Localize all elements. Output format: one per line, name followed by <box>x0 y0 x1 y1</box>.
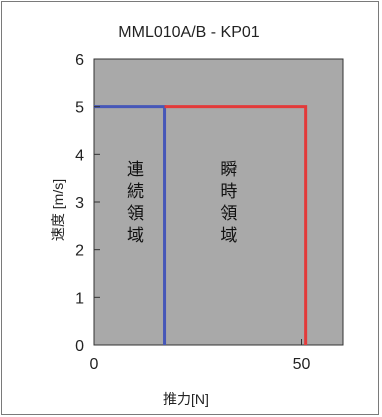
chart-title: MML010A/B - KP01 <box>118 24 260 41</box>
y-tick-label: 3 <box>75 195 84 212</box>
y-tick-label: 5 <box>75 100 84 117</box>
x-axis-label: 推力[N] <box>163 391 209 407</box>
series-layer <box>94 105 308 345</box>
y-axis-label: 速度 [m/s] <box>50 179 66 241</box>
axis-layer: 0 1 2 3 4 5 6 0 50 <box>75 52 310 373</box>
annotation-layer: 連続領域 瞬時領域 <box>127 160 237 246</box>
y-tick-label: 1 <box>75 290 84 307</box>
x-tick-label: 50 <box>293 356 311 373</box>
y-tick-label: 2 <box>75 243 84 260</box>
instantaneous-region-label: 瞬時領域 <box>220 160 237 246</box>
continuous-region-label: 連続領域 <box>127 160 144 246</box>
y-tick-label: 6 <box>75 52 84 69</box>
series-line-2 <box>164 105 308 345</box>
y-tick-label: 4 <box>75 147 84 164</box>
x-tick-label: 0 <box>90 356 99 373</box>
y-tick-label: 0 <box>75 338 84 355</box>
